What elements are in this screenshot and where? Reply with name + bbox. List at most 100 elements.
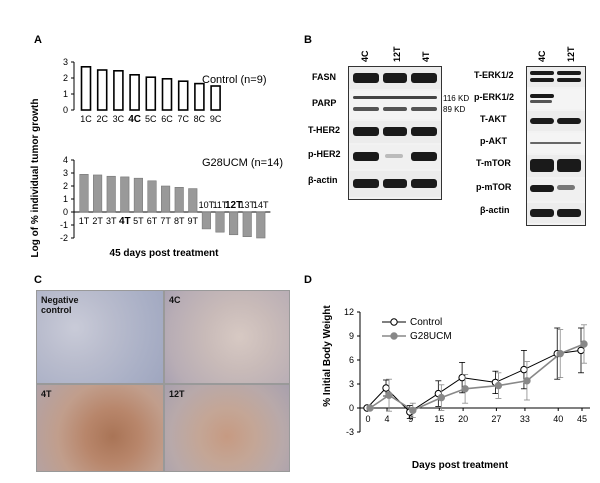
panel-d-chart: -3 0 3 6 9 12 0 4 9 15 20 27 33 40 45 % Initial Body W…	[322, 305, 590, 471]
kd-marker-116: 116 KD	[443, 94, 470, 103]
data-point	[520, 365, 528, 374]
bar	[80, 65, 92, 111]
legend-marker-control	[390, 318, 398, 326]
bar	[96, 69, 108, 111]
bar	[120, 176, 130, 213]
row-label: p-ERK1/2	[474, 92, 515, 102]
data-point	[556, 349, 564, 358]
blot-row-t-mtor	[527, 155, 585, 177]
data-point	[382, 384, 390, 392]
panel-a-xlabel: 45 days post treatment	[110, 248, 220, 259]
y-tick-label: 2	[63, 181, 68, 191]
ihc-tile-4c: 4C	[164, 290, 290, 384]
row-label: p-HER2	[308, 149, 341, 159]
x-tick-label: 1C	[80, 114, 92, 124]
lane-label: 4C	[537, 50, 547, 62]
left-blot	[348, 66, 442, 200]
blot-row-fasn	[349, 67, 441, 89]
y-tick-label: 1	[63, 89, 68, 99]
x-tick-label: 4C	[128, 114, 141, 125]
row-label: p-mTOR	[476, 182, 512, 192]
bar	[113, 69, 124, 111]
bar	[194, 82, 205, 111]
row-label: FASN	[312, 72, 337, 82]
data-point	[577, 346, 585, 355]
y-tick-label: -2	[60, 233, 68, 243]
x-tick-label: 10T	[199, 200, 215, 210]
ihc-tile-negative-control: Negative control	[36, 290, 164, 384]
ihc-tile-4t: 4T	[36, 384, 164, 472]
control-bar-chart: 0 1 2 3 1C 2C 3C 4C 5C 6C 7C 8C 9C	[63, 57, 222, 125]
data-point	[523, 377, 531, 385]
kd-marker-89: 89 KD	[443, 105, 466, 114]
control-chart-title: Control (n=9)	[202, 74, 267, 86]
treated-bar-chart: 4 3 2 1 0 -1 -2 1T 2T 3T 4T 5T 6T 7T 8T 9T10T11T12T13T1…	[60, 155, 271, 243]
legend-label-g28ucm: G28UCM	[410, 331, 452, 342]
bar	[215, 211, 225, 233]
blot-row-t-erk	[527, 67, 585, 87]
y-tick-label: 12	[344, 307, 354, 317]
data-point	[494, 381, 503, 390]
x-tick-label: 9T	[188, 216, 199, 226]
blot-row-parp	[349, 91, 441, 119]
x-tick-label: 5T	[133, 216, 144, 226]
series-line-g28ucm	[369, 343, 585, 412]
bar	[161, 77, 173, 111]
x-tick-label: 15	[434, 414, 444, 424]
x-tick-label: 13T	[239, 200, 255, 210]
row-label: T-AKT	[480, 114, 507, 124]
row-label: p-AKT	[480, 136, 507, 146]
x-tick-label: 2T	[92, 216, 103, 226]
x-tick-label: 8C	[194, 114, 206, 124]
ihc-tile-label: 4C	[169, 295, 181, 305]
blot-row-p-akt	[527, 133, 585, 153]
x-tick-label: 8T	[174, 216, 185, 226]
y-tick-label: 4	[63, 155, 68, 165]
ihc-tile-label: Negative control	[41, 295, 79, 315]
row-label: T-mTOR	[476, 158, 511, 168]
bar	[133, 177, 143, 213]
ihc-tile-label: 12T	[169, 389, 185, 399]
row-label: β-actin	[480, 205, 510, 215]
y-tick-label: 0	[349, 403, 354, 413]
bar	[93, 174, 103, 213]
data-point	[366, 404, 374, 412]
data-point	[461, 385, 469, 393]
row-label: β-actin	[308, 175, 338, 185]
legend: Control G28UCM	[382, 317, 452, 342]
y-tick-label: -1	[60, 220, 68, 230]
lane-label: 12T	[566, 46, 576, 62]
x-tick-label: 6C	[161, 114, 173, 124]
bar	[188, 188, 198, 213]
data-point	[385, 391, 393, 399]
blot-row-p-erk	[527, 89, 585, 109]
x-tick-label: 45	[577, 414, 587, 424]
bar	[147, 180, 157, 213]
bar	[129, 73, 140, 111]
panel-label-a: A	[34, 34, 42, 46]
x-tick-label: 2C	[96, 114, 108, 124]
bar	[242, 211, 252, 238]
legend-marker-g28ucm	[390, 332, 398, 340]
blot-row-t-akt	[527, 111, 585, 131]
x-tick-label: 11T	[213, 200, 228, 210]
y-tick-label: 1	[63, 194, 68, 204]
data-point	[437, 393, 446, 402]
x-tick-label: 12T	[225, 200, 242, 211]
blot-row-beta-actin	[349, 171, 441, 197]
panel-a-chart: 0 1 2 3 1C 2C 3C 4C 5C 6C 7C 8C 9C 4 3 2 1 0 -1 -2 1T 2T 3T 4T…	[30, 57, 283, 259]
x-tick-label: 7C	[177, 114, 189, 124]
bar	[161, 185, 171, 213]
blot-row-beta-actin-right	[527, 203, 585, 223]
x-tick-label: 20	[458, 414, 468, 424]
y-tick-label: 3	[349, 379, 354, 389]
series-line-control	[366, 349, 582, 413]
data-point	[458, 373, 466, 382]
panel-label-c: C	[34, 274, 42, 286]
y-tick-label: 2	[63, 73, 68, 83]
panel-label-b: B	[304, 34, 312, 46]
x-tick-label: 3T	[106, 216, 117, 226]
data-point	[409, 406, 417, 415]
right-blot	[526, 66, 586, 226]
y-tick-label: 0	[63, 207, 68, 217]
